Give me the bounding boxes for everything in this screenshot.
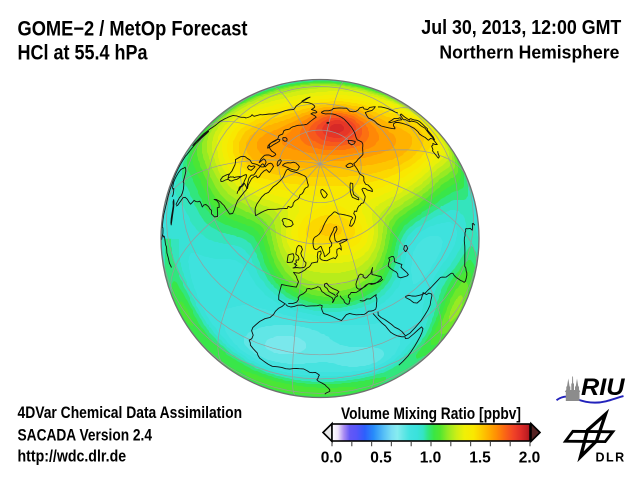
svg-text:1.0: 1.0 [420,450,442,467]
svg-text:Northern Hemisphere: Northern Hemisphere [439,43,619,63]
svg-text:0.5: 0.5 [370,450,392,467]
svg-text:SACADA Version 2.4: SACADA Version 2.4 [18,426,153,444]
svg-text:RIU: RIU [581,374,625,401]
svg-text:GOME−2 / MetOp Forecast: GOME−2 / MetOp Forecast [18,17,248,40]
svg-text:Volume Mixing Ratio [ppbv]: Volume Mixing Ratio [ppbv] [341,404,521,423]
svg-text:HCl at 55.4 hPa: HCl at 55.4 hPa [18,42,148,65]
svg-text:Jul 30, 2013, 12:00 GMT: Jul 30, 2013, 12:00 GMT [421,17,621,39]
svg-text:2.0: 2.0 [519,450,541,467]
svg-text:0.0: 0.0 [321,450,343,467]
svg-text:4DVar Chemical Data Assimilati: 4DVar Chemical Data Assimilation [18,404,243,422]
svg-text:http://wdc.dlr.de: http://wdc.dlr.de [18,448,127,466]
svg-text:1.5: 1.5 [469,450,491,467]
svg-text:DLR: DLR [596,451,626,465]
